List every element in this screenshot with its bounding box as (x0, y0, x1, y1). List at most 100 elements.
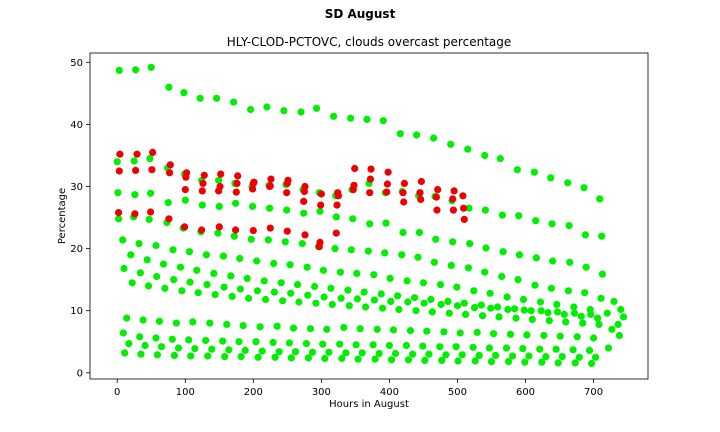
data-point (186, 278, 194, 286)
data-point (166, 161, 174, 169)
data-point (319, 340, 327, 348)
data-point (203, 281, 211, 289)
data-point (199, 179, 207, 187)
data-point (287, 354, 295, 362)
y-tick-label: 20 (70, 244, 83, 255)
data-point (351, 164, 359, 173)
data-point (146, 155, 154, 163)
data-point (465, 204, 473, 212)
data-point (291, 348, 300, 356)
data-point (225, 346, 233, 354)
data-point (558, 353, 566, 361)
data-point (176, 263, 185, 271)
data-point (136, 333, 144, 341)
data-point (447, 140, 455, 148)
data-point (210, 269, 218, 277)
data-point (510, 305, 519, 313)
data-point (585, 346, 594, 354)
data-point (398, 251, 406, 259)
data-point (447, 261, 455, 269)
data-point (155, 317, 163, 325)
data-point (157, 343, 166, 351)
x-tick-label: 200 (244, 387, 263, 398)
data-point (379, 117, 387, 125)
data-point (487, 304, 495, 312)
data-point (553, 308, 562, 316)
data-point (137, 350, 145, 358)
data-point (404, 298, 412, 306)
data-point (548, 220, 556, 228)
data-point (198, 187, 206, 195)
data-point (386, 274, 394, 282)
data-point (513, 166, 521, 174)
data-point (486, 289, 494, 297)
data-point (450, 187, 458, 195)
data-point (492, 351, 500, 359)
data-point (460, 299, 468, 307)
data-point (399, 228, 407, 237)
data-point (253, 257, 261, 265)
y-tick-label: 40 (70, 120, 83, 131)
data-point (185, 248, 193, 256)
data-point (135, 240, 143, 248)
data-point (419, 342, 427, 350)
data-point (148, 166, 156, 174)
data-point (596, 195, 604, 203)
data-point (149, 148, 157, 156)
data-point (300, 197, 308, 205)
data-point (432, 193, 440, 201)
data-point (264, 236, 272, 244)
data-point (394, 292, 402, 300)
data-point (230, 232, 238, 240)
data-point (383, 180, 391, 188)
data-point (170, 351, 178, 359)
data-point (506, 330, 515, 338)
data-point (471, 357, 479, 365)
data-point (243, 274, 251, 282)
data-point (562, 318, 570, 326)
data-point (569, 346, 577, 354)
data-point (270, 259, 278, 268)
data-point (241, 346, 249, 354)
data-point (437, 300, 445, 309)
data-point (215, 223, 223, 231)
data-point (449, 238, 457, 246)
data-point (181, 196, 189, 204)
data-point (331, 245, 339, 253)
data-point (420, 299, 428, 307)
data-point (515, 212, 523, 220)
data-point (444, 297, 452, 305)
data-point (304, 291, 312, 299)
data-point (204, 352, 212, 360)
data-point (458, 351, 466, 359)
data-point (200, 171, 208, 179)
data-point (540, 331, 548, 340)
data-point (345, 302, 353, 310)
data-point (114, 189, 122, 197)
data-point (174, 344, 183, 352)
data-point (313, 104, 321, 112)
data-point (256, 323, 264, 331)
data-point (442, 351, 450, 359)
data-point (249, 227, 257, 235)
data-point (417, 177, 425, 186)
data-point (515, 251, 524, 259)
data-point (132, 166, 140, 174)
data-point (587, 359, 596, 368)
data-point (494, 303, 502, 311)
data-point (280, 107, 288, 115)
data-point (385, 341, 393, 350)
data-point (220, 283, 228, 291)
data-point (132, 66, 140, 74)
data-point (434, 186, 442, 194)
data-point (470, 287, 478, 295)
data-point (235, 338, 243, 346)
data-point (367, 165, 375, 173)
data-point (469, 343, 477, 351)
data-point (489, 330, 498, 338)
data-point (387, 356, 396, 364)
data-point (389, 326, 398, 334)
data-point (236, 285, 244, 293)
data-point (464, 145, 472, 153)
data-point (504, 305, 512, 314)
